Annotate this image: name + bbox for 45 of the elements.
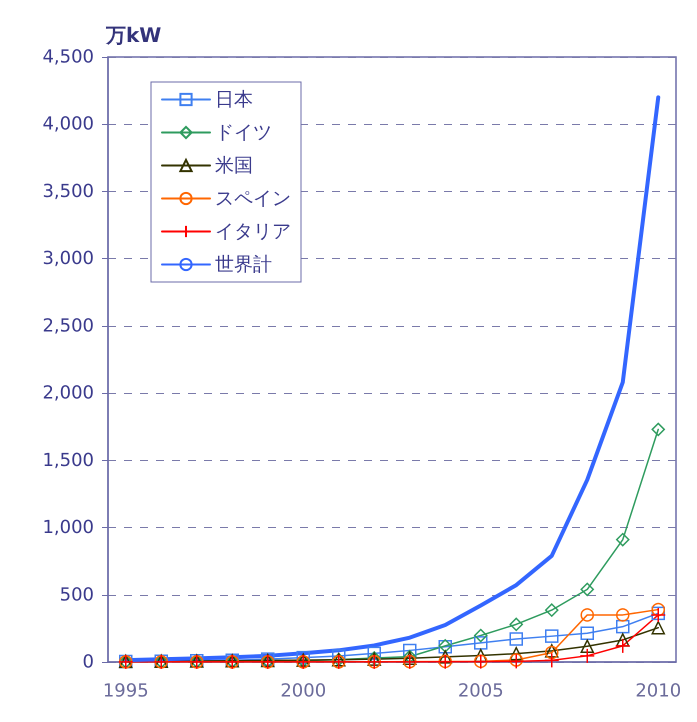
y-tick-label: 3,500 <box>42 180 94 202</box>
point <box>616 620 630 634</box>
point <box>652 602 665 616</box>
legend-label: ドイツ <box>215 122 272 144</box>
x-tick-label: 2000 <box>280 680 326 702</box>
y-tick-label: 1,500 <box>42 450 94 471</box>
y-tick-label: 2,500 <box>42 315 94 336</box>
y-tick-label: 2,000 <box>42 382 94 404</box>
y-tick-label: 4,000 <box>42 114 94 135</box>
point <box>545 629 558 643</box>
point <box>474 636 488 650</box>
y-axis-title: 万kW <box>105 23 162 47</box>
x-tick-label: 2005 <box>458 680 504 702</box>
point <box>616 532 630 546</box>
point <box>438 650 452 664</box>
point <box>616 608 630 622</box>
point <box>580 582 594 596</box>
point <box>580 640 594 654</box>
point <box>652 422 665 436</box>
point <box>474 628 488 642</box>
y-tick-label: 0 <box>82 652 94 672</box>
point <box>510 618 523 632</box>
legend-label: 日本 <box>215 88 253 110</box>
y-tick-label: 4,500 <box>42 46 94 68</box>
y-tick-label: 3,000 <box>42 248 94 270</box>
legend-label: 世界計 <box>215 254 272 276</box>
legend-label: 米国 <box>215 154 253 176</box>
point <box>510 632 523 646</box>
point <box>368 646 381 660</box>
point <box>510 646 523 660</box>
y-tick-label: 500 <box>60 584 94 606</box>
x-tick-label: 1995 <box>102 680 149 702</box>
point <box>403 644 416 658</box>
point <box>544 652 560 668</box>
point <box>580 648 595 664</box>
legend-label: スペイン <box>215 188 291 210</box>
point <box>615 638 630 654</box>
point <box>545 603 558 617</box>
point <box>296 650 310 664</box>
point <box>652 620 665 634</box>
point <box>580 626 594 640</box>
point <box>580 608 594 622</box>
legend-label: イタリア <box>215 220 291 242</box>
x-tick-label: 2010 <box>635 680 682 702</box>
y-tick-label: 1,000 <box>42 517 94 538</box>
